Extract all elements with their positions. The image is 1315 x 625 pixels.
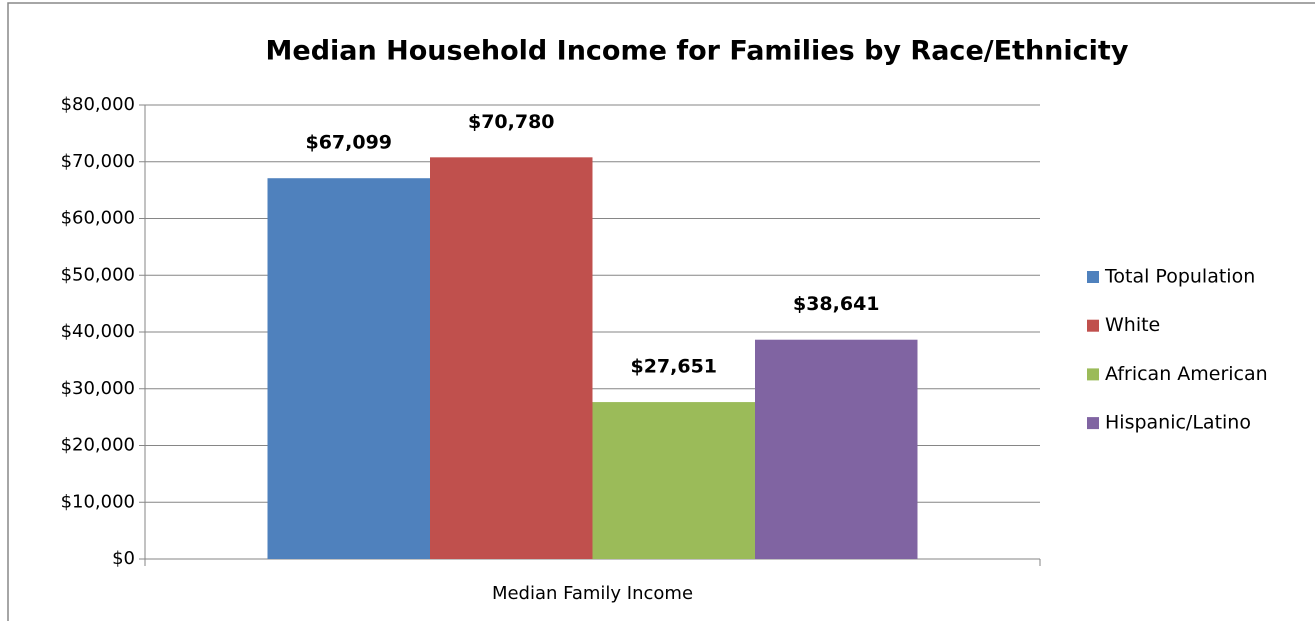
bar xyxy=(755,339,918,559)
y-tick-label: $70,000 xyxy=(61,151,135,172)
legend-swatch xyxy=(1087,417,1099,430)
bar xyxy=(592,402,755,559)
legend-swatch xyxy=(1087,319,1099,332)
legend-label: African American xyxy=(1105,363,1268,385)
bar xyxy=(267,178,430,559)
legend-label: Total Population xyxy=(1104,266,1255,288)
legend-label: Hispanic/Latino xyxy=(1105,412,1251,434)
legend-swatch xyxy=(1087,271,1099,283)
value-label: $27,651 xyxy=(630,356,717,378)
value-label: $70,780 xyxy=(468,111,555,133)
x-tick-label: Median Family Income xyxy=(492,583,693,604)
y-tick-label: $40,000 xyxy=(61,321,135,342)
value-label: $38,641 xyxy=(793,293,880,315)
chart-title: Median Household Income for Families by … xyxy=(266,36,1129,67)
value-label: $67,099 xyxy=(305,132,392,154)
y-tick-label: $10,000 xyxy=(61,491,135,512)
y-tick-label: $0 xyxy=(112,548,135,569)
legend-label: White xyxy=(1105,314,1160,336)
y-tick-label: $50,000 xyxy=(61,264,135,285)
legend-swatch xyxy=(1087,368,1099,381)
y-tick-label: $30,000 xyxy=(61,378,135,399)
y-tick-label: $20,000 xyxy=(61,435,135,456)
y-tick-label: $60,000 xyxy=(61,208,135,229)
y-tick-label: $80,000 xyxy=(61,94,135,115)
bar xyxy=(430,157,593,560)
